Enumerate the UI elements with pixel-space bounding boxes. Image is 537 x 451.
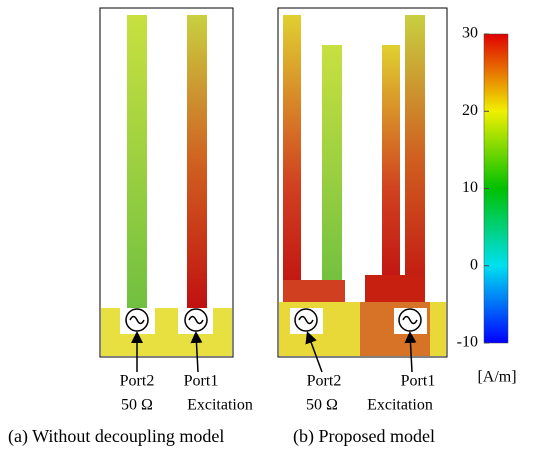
- caption: (a) Without decoupling model: [8, 426, 224, 447]
- port-note: 50 Ω: [306, 397, 338, 414]
- panel-b: Port2 50 Ω Port1 Excitation (b) Proposed…: [278, 8, 447, 447]
- port-label: Port1: [184, 373, 219, 390]
- port-label: Port2: [307, 373, 342, 390]
- panel-a: Port2 50 Ω Port1 Excitation (a) Without …: [8, 8, 253, 447]
- tick-label: 30: [462, 25, 478, 42]
- tick-label: 10: [462, 179, 478, 196]
- port-label: Port1: [401, 373, 436, 390]
- port-note: Excitation: [367, 397, 433, 414]
- figure: Port2 50 Ω Port1 Excitation (a) Without …: [0, 0, 537, 451]
- caption: (b) Proposed model: [293, 426, 435, 447]
- port-note: 50 Ω: [121, 397, 153, 414]
- tick-label: -10: [457, 334, 478, 351]
- port-label: Port2: [120, 373, 155, 390]
- tick-label: 0: [470, 256, 478, 273]
- port-note: Excitation: [187, 397, 253, 414]
- colorbar: [A/m] 30 20 10 0 -10: [457, 25, 517, 386]
- tick-label: 20: [462, 102, 478, 119]
- colorbar-unit: [A/m]: [477, 369, 516, 386]
